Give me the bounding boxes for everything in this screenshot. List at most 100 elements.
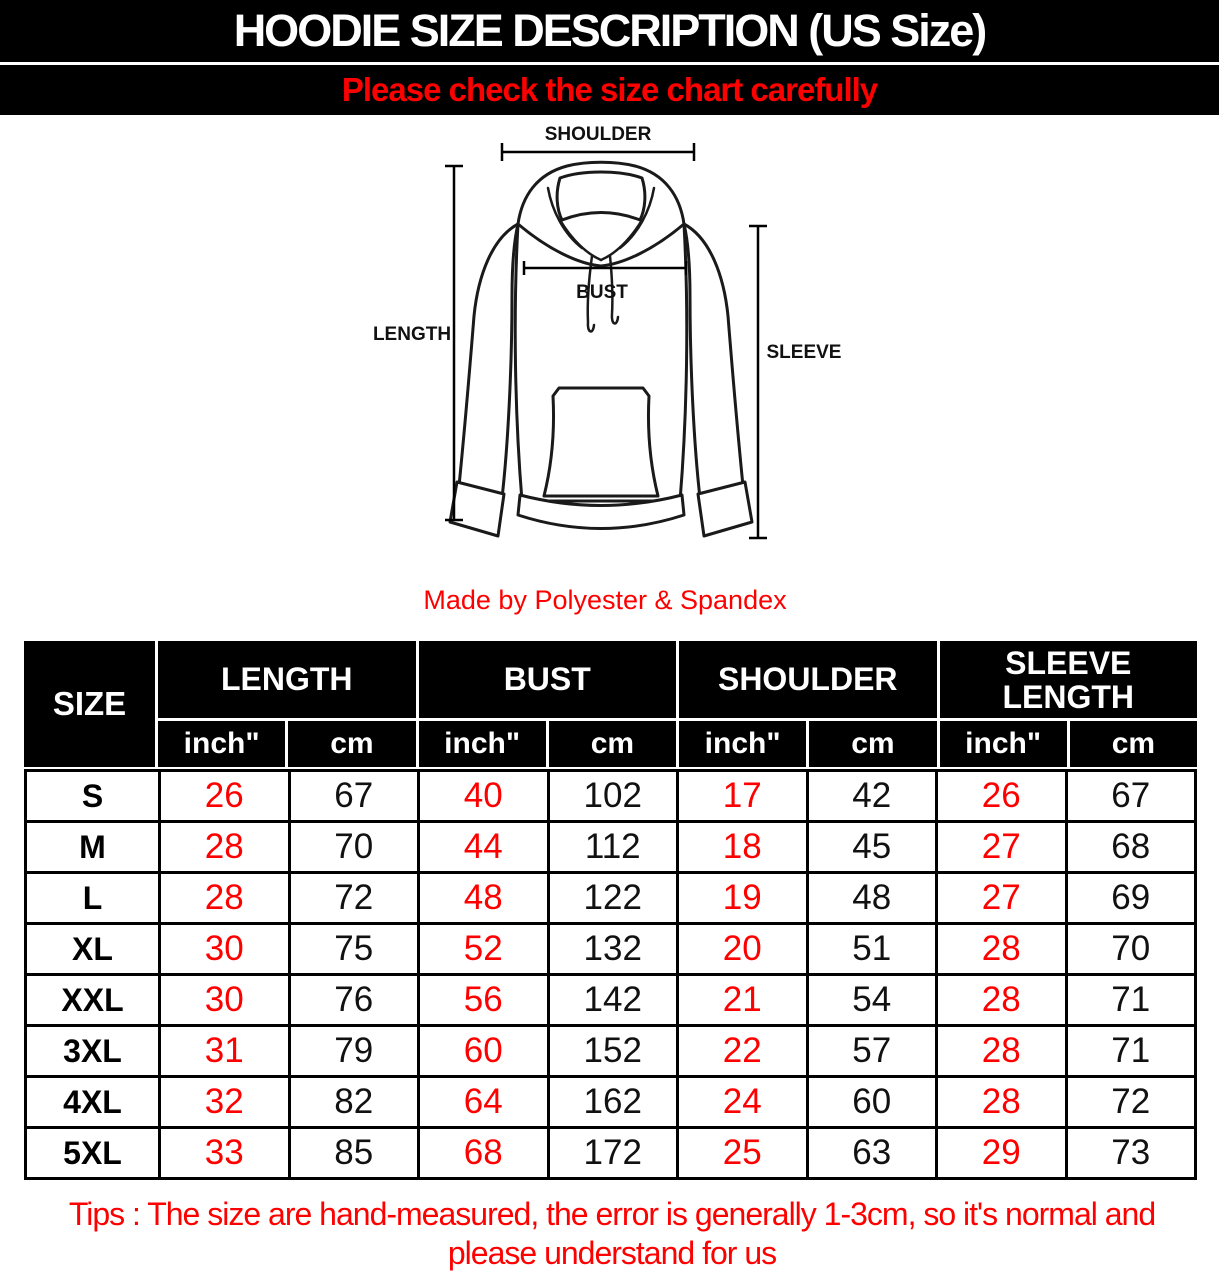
length-label: LENGTH bbox=[373, 324, 451, 345]
banner-divider bbox=[0, 62, 1219, 65]
unit-header-inch: inch" bbox=[939, 721, 1067, 767]
value-cell: 68 bbox=[420, 1129, 547, 1177]
shoulder-label: SHOULDER bbox=[545, 124, 652, 145]
column-header-size: SIZE bbox=[24, 641, 155, 767]
value-cell: 60 bbox=[420, 1027, 547, 1075]
size-cell: 4XL bbox=[27, 1078, 158, 1126]
value-cell: 40 bbox=[420, 772, 547, 820]
value-cell: 17 bbox=[679, 772, 806, 820]
value-cell: 112 bbox=[549, 823, 676, 871]
value-cell: 85 bbox=[290, 1129, 417, 1177]
subtitle-banner: Please check the size chart carefully bbox=[0, 65, 1219, 115]
value-cell: 70 bbox=[290, 823, 417, 871]
bust-measure-line bbox=[522, 261, 688, 275]
value-cell: 75 bbox=[290, 925, 417, 973]
size-cell: XL bbox=[27, 925, 158, 973]
material-caption: Made by Polyester & Spandex bbox=[423, 585, 787, 615]
value-cell: 52 bbox=[420, 925, 547, 973]
bust-label: BUST bbox=[576, 282, 628, 303]
value-cell: 71 bbox=[1067, 976, 1194, 1024]
value-cell: 22 bbox=[679, 1027, 806, 1075]
unit-header-cm: cm bbox=[809, 721, 937, 767]
column-header-sleeve-length: SLEEVE LENGTH bbox=[939, 641, 1197, 718]
column-header-length: LENGTH bbox=[158, 641, 416, 718]
size-cell: L bbox=[27, 874, 158, 922]
sleeve-measure-line bbox=[749, 224, 767, 540]
value-cell: 162 bbox=[549, 1078, 676, 1126]
value-cell: 28 bbox=[938, 976, 1065, 1024]
value-cell: 67 bbox=[290, 772, 417, 820]
unit-header-inch: inch" bbox=[418, 721, 546, 767]
size-table: SIZE LENGTH BUST SHOULDER SLEEVE LENGTH … bbox=[24, 641, 1197, 1180]
unit-header-inch: inch" bbox=[679, 721, 807, 767]
value-cell: 76 bbox=[290, 976, 417, 1024]
value-cell: 42 bbox=[808, 772, 935, 820]
size-cell: S bbox=[27, 772, 158, 820]
value-cell: 28 bbox=[161, 874, 288, 922]
value-cell: 64 bbox=[420, 1078, 547, 1126]
value-cell: 27 bbox=[938, 823, 1065, 871]
value-cell: 32 bbox=[161, 1078, 288, 1126]
value-cell: 19 bbox=[679, 874, 806, 922]
value-cell: 172 bbox=[549, 1129, 676, 1177]
size-cell: M bbox=[27, 823, 158, 871]
length-measure-line bbox=[445, 164, 463, 522]
measurement-diagram: SHOULDER LENGTH SLEEVE BUST bbox=[0, 115, 1224, 585]
unit-header-cm: cm bbox=[548, 721, 676, 767]
table-header: SIZE LENGTH BUST SHOULDER SLEEVE LENGTH … bbox=[24, 641, 1197, 767]
value-cell: 30 bbox=[161, 925, 288, 973]
value-cell: 79 bbox=[290, 1027, 417, 1075]
value-cell: 69 bbox=[1067, 874, 1194, 922]
value-cell: 56 bbox=[420, 976, 547, 1024]
value-cell: 31 bbox=[161, 1027, 288, 1075]
page-title: HOODIE SIZE DESCRIPTION (US Size) bbox=[233, 5, 988, 56]
value-cell: 27 bbox=[938, 874, 1065, 922]
value-cell: 26 bbox=[161, 772, 288, 820]
hoodie-outline bbox=[448, 160, 754, 538]
value-cell: 29 bbox=[938, 1129, 1065, 1177]
hoodie-measurement-diagram: SHOULDER LENGTH SLEEVE BUST bbox=[373, 124, 842, 540]
value-cell: 44 bbox=[420, 823, 547, 871]
value-cell: 72 bbox=[1067, 1078, 1194, 1126]
value-cell: 82 bbox=[290, 1078, 417, 1126]
value-cell: 122 bbox=[549, 874, 676, 922]
value-cell: 71 bbox=[1067, 1027, 1194, 1075]
table-body: S 26 67 40 102 17 42 26 67 M 28 70 44 11… bbox=[24, 769, 1197, 1180]
size-cell: 3XL bbox=[27, 1027, 158, 1075]
value-cell: 28 bbox=[938, 1027, 1065, 1075]
value-cell: 152 bbox=[549, 1027, 676, 1075]
value-cell: 72 bbox=[290, 874, 417, 922]
value-cell: 73 bbox=[1067, 1129, 1194, 1177]
value-cell: 21 bbox=[679, 976, 806, 1024]
unit-header-cm: cm bbox=[1069, 721, 1197, 767]
value-cell: 48 bbox=[808, 874, 935, 922]
value-cell: 63 bbox=[808, 1129, 935, 1177]
value-cell: 24 bbox=[679, 1078, 806, 1126]
value-cell: 33 bbox=[161, 1129, 288, 1177]
value-cell: 28 bbox=[938, 925, 1065, 973]
value-cell: 25 bbox=[679, 1129, 806, 1177]
value-cell: 48 bbox=[420, 874, 547, 922]
shoulder-measure-line bbox=[500, 143, 696, 161]
drawstring-right bbox=[608, 254, 620, 325]
hood-fold-lines bbox=[546, 186, 656, 333]
unit-header-inch: inch" bbox=[158, 721, 286, 767]
value-cell: 28 bbox=[161, 823, 288, 871]
value-cell: 54 bbox=[808, 976, 935, 1024]
size-cell: XXL bbox=[27, 976, 158, 1024]
value-cell: 45 bbox=[808, 823, 935, 871]
column-header-sleeve-length-text: SLEEVE LENGTH bbox=[1002, 644, 1135, 715]
size-cell: 5XL bbox=[27, 1129, 158, 1177]
sleeve-label: SLEEVE bbox=[767, 342, 842, 363]
page-subtitle: Please check the size chart carefully bbox=[341, 71, 878, 108]
value-cell: 67 bbox=[1067, 772, 1194, 820]
value-cell: 60 bbox=[808, 1078, 935, 1126]
value-cell: 26 bbox=[938, 772, 1065, 820]
value-cell: 51 bbox=[808, 925, 935, 973]
column-header-bust: BUST bbox=[418, 641, 676, 718]
value-cell: 142 bbox=[549, 976, 676, 1024]
drawstring-left bbox=[586, 254, 596, 333]
value-cell: 57 bbox=[808, 1027, 935, 1075]
value-cell: 20 bbox=[679, 925, 806, 973]
value-cell: 102 bbox=[549, 772, 676, 820]
